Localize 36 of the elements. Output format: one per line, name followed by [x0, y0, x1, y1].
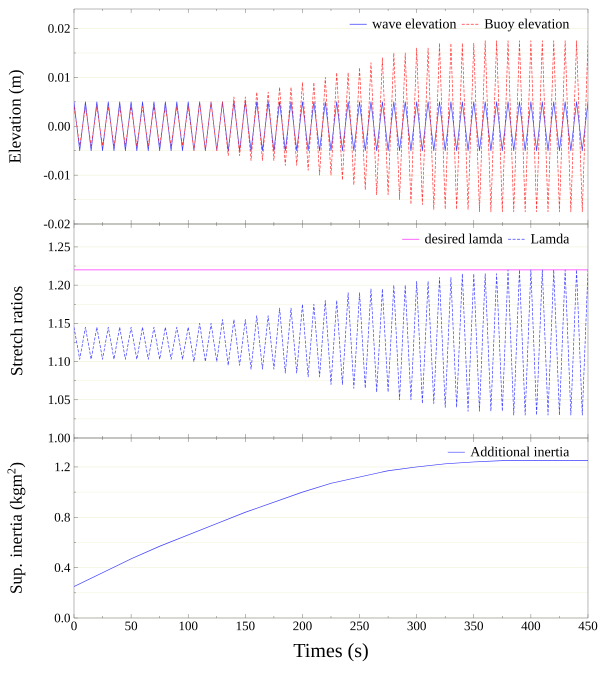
- y-axis-title: Sup. inertia (kgm$^{2}$): [8, 462, 26, 593]
- y-tick-label: 1.25: [48, 242, 70, 252]
- line-series: [74, 40, 588, 212]
- y-axis-title: Elevation (m): [8, 70, 24, 163]
- x-tick-label: 50: [125, 622, 138, 630]
- x-tick-label: 100: [180, 622, 198, 630]
- x-tick-label: 350: [464, 622, 484, 630]
- legend-label: wave elevation: [372, 18, 456, 29]
- legend-label: Additional inertia: [470, 446, 570, 456]
- y-tick-label: 1.20: [48, 280, 70, 290]
- x-tick-label: 450: [578, 622, 598, 630]
- y-tick-label: 1.15: [48, 318, 70, 328]
- x-tick-label: 150: [236, 622, 255, 630]
- x-tick-label: 400: [521, 622, 540, 630]
- y-tick-label: 0.0: [54, 614, 70, 622]
- y-tick-label: 0.02: [48, 24, 70, 33]
- y-tick-label: 1.00: [48, 434, 70, 442]
- y-tick-label: 0.01: [48, 73, 70, 82]
- x-tick-label: 250: [350, 622, 369, 630]
- y-tick-label: 1.10: [48, 357, 70, 366]
- y-tick-label: 1.2: [55, 462, 70, 472]
- y-tick-label: 0.4: [54, 563, 70, 572]
- y-tick-label: -0.01: [44, 170, 70, 180]
- y-tick-label: 0.00: [48, 122, 70, 131]
- legend-label: Buoy elevation: [484, 18, 570, 32]
- y-tick-label: 1.05: [48, 395, 70, 404]
- line-series: [74, 270, 588, 416]
- legend-label: Lamda: [530, 234, 570, 244]
- y-tick-label: 0.8: [54, 512, 70, 522]
- x-tick-label: 200: [293, 622, 312, 630]
- y-tick-label: -0.02: [44, 220, 70, 228]
- legend-label: desired lamda: [425, 234, 503, 244]
- x-axis-title: Times (s): [294, 643, 368, 662]
- x-tick-label: 0: [71, 622, 77, 630]
- x-tick-label: 300: [408, 622, 426, 630]
- y-axis-title: Stretch ratios: [10, 286, 22, 375]
